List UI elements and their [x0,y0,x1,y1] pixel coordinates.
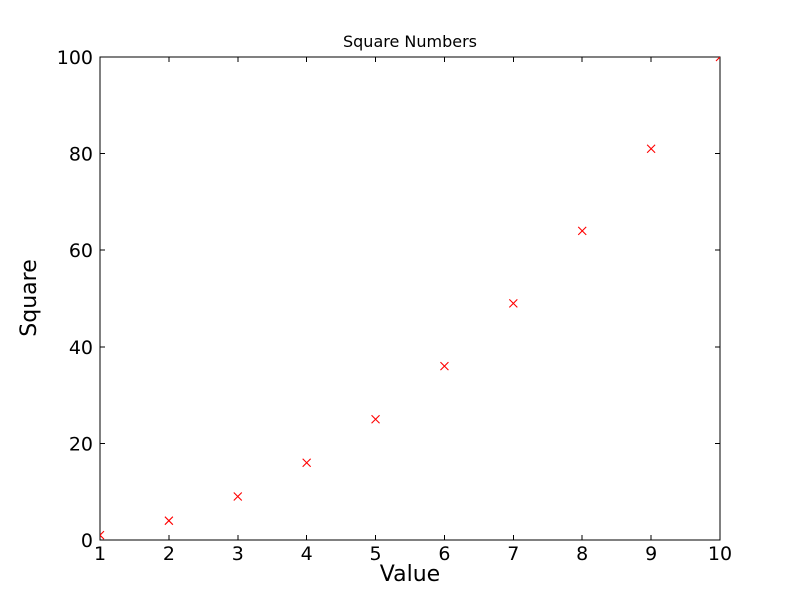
y-tick-label: 40 [69,337,93,359]
y-tick-label: 60 [69,240,93,262]
plot-border [99,56,721,541]
x-tick-label: 10 [708,543,732,565]
data-point-marker [715,57,720,62]
y-tick-label: 80 [69,144,93,166]
x-tick-label: 9 [645,543,657,565]
x-tick-label: 6 [438,543,450,565]
y-tick-label: 100 [57,47,93,69]
x-tick-label: 7 [507,543,519,565]
data-point-marker [508,298,518,308]
data-point-marker [440,361,449,371]
x-tick-label: 5 [370,543,382,565]
data-point-marker [233,492,243,501]
x-tick-label: 3 [232,543,244,565]
data-point-marker [164,516,174,526]
chart-title: Square Numbers [342,32,478,51]
x-axis-label: Value [379,562,441,587]
y-axis-label: Square [17,259,42,337]
x-tick-label: 4 [301,543,313,565]
data-point-marker [577,226,587,236]
y-tick-label: 0 [81,530,93,552]
data-point-marker [302,458,312,468]
data-point-marker [100,530,105,540]
x-tick-label: 8 [576,543,588,565]
y-tick-label: 20 [69,433,93,455]
data-point-marker [646,144,656,154]
x-tick-label: 1 [94,543,106,565]
data-point-marker [371,414,380,424]
x-tick-label: 2 [163,543,175,565]
scatter-series [100,57,720,540]
